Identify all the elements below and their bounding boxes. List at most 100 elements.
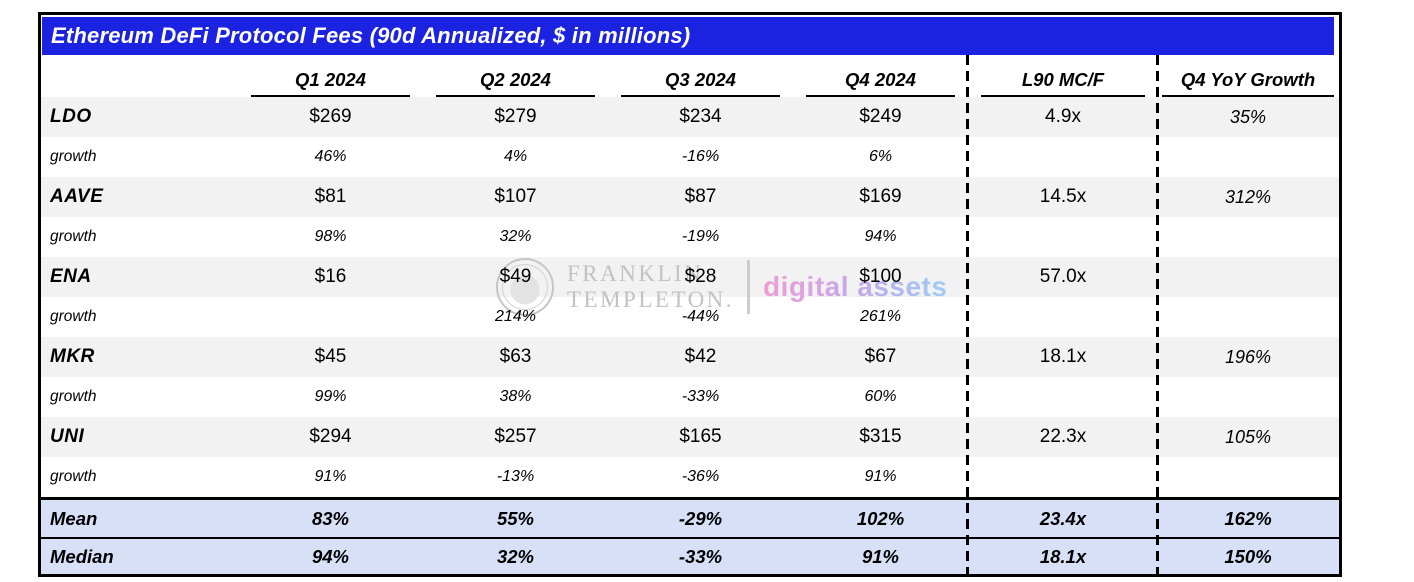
cell-q1: $16 bbox=[314, 266, 347, 287]
cell-mcf: 4.9x bbox=[1045, 106, 1081, 127]
cell-q2: 32% bbox=[499, 228, 532, 245]
cell-q2: 38% bbox=[499, 388, 532, 405]
cell-q3: $42 bbox=[684, 346, 717, 367]
cell-q2: $49 bbox=[499, 266, 532, 287]
table-row: Median 94% 32% -33% 91% 18.1x 150% bbox=[41, 537, 1339, 574]
watermark-tagline: digital assets bbox=[763, 271, 948, 302]
cell-q4: 6% bbox=[868, 148, 893, 165]
row-label: growth bbox=[50, 228, 97, 245]
cell-mcf: 23.4x bbox=[1039, 507, 1087, 529]
table-row: growth 91% -13% -36% 91% bbox=[41, 457, 1339, 497]
cell-q1: $269 bbox=[309, 106, 352, 127]
dashed-divider-mcf bbox=[966, 55, 969, 574]
row-label: UNI bbox=[50, 426, 85, 447]
row-label: growth bbox=[50, 148, 97, 165]
cell-q3: $165 bbox=[679, 426, 722, 447]
cell-q1: 98% bbox=[314, 228, 347, 245]
cell-q4: 60% bbox=[864, 388, 897, 405]
table-row: Mean 83% 55% -29% 102% 23.4x 162% bbox=[41, 500, 1339, 537]
cell-q2: $279 bbox=[494, 106, 537, 127]
cell-q3: -44% bbox=[681, 308, 720, 325]
cell-q1: 83% bbox=[311, 507, 350, 529]
cell-q3: $234 bbox=[679, 106, 722, 127]
cell-q2: 214% bbox=[495, 308, 536, 325]
cell-q3: -36% bbox=[681, 468, 720, 485]
cell-q3: $28 bbox=[684, 266, 717, 287]
cell-yoy: 196% bbox=[1224, 346, 1272, 367]
column-header-q3-2024: Q3 2024 bbox=[608, 69, 793, 97]
cell-mcf: 18.1x bbox=[1039, 545, 1087, 567]
cell-yoy: 105% bbox=[1224, 426, 1272, 447]
row-label: LDO bbox=[50, 106, 92, 127]
row-label: AAVE bbox=[50, 186, 104, 207]
cell-q1: $45 bbox=[314, 346, 347, 367]
column-header-q4-yoy-growth: Q4 YoY Growth bbox=[1158, 69, 1338, 97]
cell-q4: $100 bbox=[859, 266, 902, 287]
cell-q3: -33% bbox=[681, 388, 720, 405]
cell-q1: $81 bbox=[314, 186, 347, 207]
watermark-brand-line1: FRANKLIN bbox=[567, 261, 704, 286]
cell-mcf: 22.3x bbox=[1039, 426, 1087, 447]
fees-table: Ethereum DeFi Protocol Fees (90d Annuali… bbox=[38, 12, 1342, 577]
row-label: MKR bbox=[50, 346, 95, 367]
table-row: growth 214% -44% 261% bbox=[41, 297, 1339, 337]
cell-q4: 91% bbox=[861, 545, 900, 567]
cell-q4: $249 bbox=[859, 106, 902, 127]
column-header-q2-2024: Q2 2024 bbox=[423, 69, 608, 97]
row-label: growth bbox=[50, 308, 97, 325]
cell-q3: $87 bbox=[684, 186, 717, 207]
cell-q2: $107 bbox=[494, 186, 537, 207]
cell-yoy: 35% bbox=[1229, 106, 1267, 127]
dashed-divider-yoy bbox=[1156, 55, 1159, 574]
table-row: UNI $294 $257 $165 $315 22.3x 105% bbox=[41, 417, 1339, 457]
column-header-l90-mcf: L90 MC/F bbox=[968, 69, 1158, 97]
ben-franklin-emblem-icon bbox=[496, 258, 554, 316]
cell-mcf: 57.0x bbox=[1039, 266, 1087, 287]
table-row: growth 46% 4% -16% 6% bbox=[41, 137, 1339, 177]
table-row: growth 99% 38% -33% 60% bbox=[41, 377, 1339, 417]
cell-q3: -16% bbox=[681, 148, 720, 165]
row-label: ENA bbox=[50, 266, 92, 287]
cell-yoy: 162% bbox=[1224, 507, 1272, 529]
cell-q2: $257 bbox=[494, 426, 537, 447]
cell-q1: $294 bbox=[309, 426, 352, 447]
cell-q4: 94% bbox=[864, 228, 897, 245]
table-body: LDO $269 $279 $234 $249 4.9x 35% growth 46% 4% -16… bbox=[41, 97, 1339, 497]
cell-q2: -13% bbox=[496, 468, 535, 485]
cell-mcf: 14.5x bbox=[1039, 186, 1087, 207]
header-row: Q1 2024 Q2 2024 Q3 2024 Q4 2024 L90 MC/F… bbox=[41, 55, 1339, 97]
column-header-q4-2024: Q4 2024 bbox=[793, 69, 968, 97]
watermark-divider bbox=[747, 260, 751, 314]
table-row: growth 98% 32% -19% 94% bbox=[41, 217, 1339, 257]
row-label: Median bbox=[50, 545, 114, 567]
cell-q4: $169 bbox=[859, 186, 902, 207]
cell-q1: 46% bbox=[314, 148, 347, 165]
cell-q2: $63 bbox=[499, 346, 532, 367]
row-label: Mean bbox=[50, 507, 98, 529]
franklin-templeton-watermark: FRANKLIN TEMPLETON. digital assets bbox=[496, 258, 947, 316]
watermark-brand-line2: TEMPLETON. bbox=[567, 287, 735, 312]
cell-q4: 102% bbox=[856, 507, 905, 529]
cell-mcf: 18.1x bbox=[1039, 346, 1087, 367]
cell-q2: 32% bbox=[496, 545, 535, 567]
cell-q4: $315 bbox=[859, 426, 902, 447]
cell-q4: 91% bbox=[864, 468, 897, 485]
table-row: LDO $269 $279 $234 $249 4.9x 35% bbox=[41, 97, 1339, 137]
cell-q2: 55% bbox=[496, 507, 535, 529]
row-label: growth bbox=[50, 468, 97, 485]
cell-yoy: 312% bbox=[1224, 186, 1272, 207]
cell-q3: -19% bbox=[681, 228, 720, 245]
summary-block: Mean 83% 55% -29% 102% 23.4x 162% Median 94% 32% -… bbox=[41, 497, 1339, 574]
cell-yoy: 150% bbox=[1224, 545, 1272, 567]
cell-q3: -29% bbox=[678, 507, 723, 529]
column-header-q1-2024: Q1 2024 bbox=[238, 69, 423, 97]
table-title: Ethereum DeFi Protocol Fees (90d Annuali… bbox=[42, 17, 1334, 55]
cell-q4: $67 bbox=[864, 346, 897, 367]
cell-q2: 4% bbox=[503, 148, 528, 165]
cell-q1: 99% bbox=[314, 388, 347, 405]
row-label: growth bbox=[50, 388, 97, 405]
cell-q3: -33% bbox=[678, 545, 723, 567]
table-row: ENA $16 $49 $28 $100 57.0x bbox=[41, 257, 1339, 297]
table-row: AAVE $81 $107 $87 $169 14.5x 312% bbox=[41, 177, 1339, 217]
cell-q1: 91% bbox=[314, 468, 347, 485]
